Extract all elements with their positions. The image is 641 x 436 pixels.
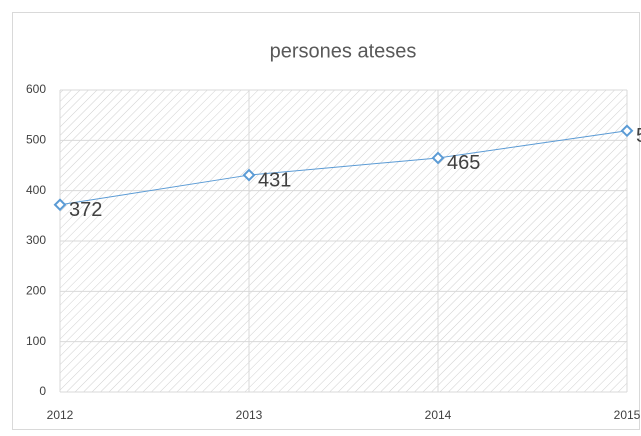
data-label: 372 [69,199,102,221]
marker [242,168,256,182]
data-label: 431 [258,169,291,191]
y-tick-label: 400 [26,183,46,197]
x-tick-label: 2013 [236,408,263,422]
y-tick-label: 300 [26,233,46,247]
y-tick-label: 600 [26,82,46,96]
line [59,130,628,206]
chart-title: persones ateses [270,40,417,62]
data-label: 519 [636,125,641,147]
x-tick-label: 2012 [47,408,74,422]
data-label: 465 [447,152,480,174]
marker [620,124,634,138]
y-tick-label: 200 [26,284,46,298]
y-tick-label: 0 [39,384,46,398]
marker [53,198,67,212]
y-tick-label: 500 [26,133,46,147]
marker [431,151,445,165]
x-tick-label: 2014 [425,408,452,422]
y-tick-label: 100 [26,334,46,348]
x-tick-label: 2015 [614,408,641,422]
